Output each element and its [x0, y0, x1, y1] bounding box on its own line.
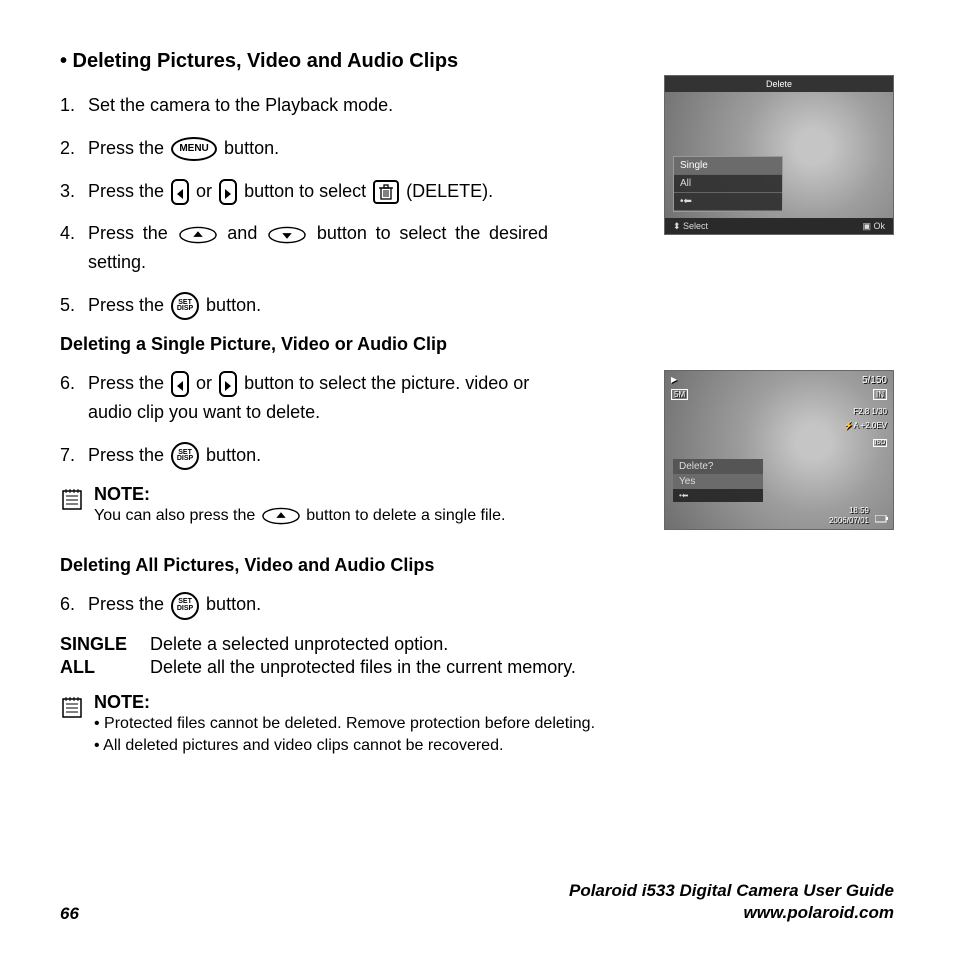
screen-header: Delete — [665, 76, 893, 92]
step-number: 3. — [60, 177, 88, 206]
confirm-dots: •⬅ — [673, 489, 763, 502]
set-disp-button-icon: SETDISP — [171, 592, 199, 620]
footer-url: www.polaroid.com — [569, 902, 894, 924]
camera-screen-delete-menu: Delete Single All •⬅ ⬍ Select ▣ Ok — [664, 75, 894, 235]
menu-item-all: All — [674, 175, 782, 193]
step-text: Press the or button to select the pictur… — [88, 369, 548, 427]
step-text: Press the SETDISP button. — [88, 441, 548, 470]
step-number: 6. — [60, 590, 88, 619]
confirm-yes: Yes — [673, 474, 763, 489]
time-label: 18:59 — [849, 506, 869, 515]
step-item: 5.Press the SETDISP button. — [60, 291, 894, 320]
playback-icon: ▶ — [671, 375, 677, 384]
menu-button-icon: MENU — [171, 137, 217, 161]
right-nav-icon — [219, 371, 237, 397]
battery-icon — [875, 515, 889, 525]
resolution-badge: 5M — [671, 389, 688, 400]
note-bullets: Protected files cannot be deleted. Remov… — [94, 713, 894, 758]
definition-label: ALL — [60, 657, 150, 678]
confirm-header: Delete? — [673, 459, 763, 474]
footer-ok: ▣ Ok — [862, 218, 885, 234]
menu-item-single: Single — [674, 157, 782, 175]
aperture-shutter: F2.8 1/30 — [853, 407, 887, 416]
note-bullet: Protected files cannot be deleted. Remov… — [94, 713, 894, 735]
page-number: 66 — [60, 904, 79, 924]
subheading-all: Deleting All Pictures, Video and Audio C… — [60, 555, 894, 576]
in-badge: IN — [873, 389, 887, 400]
definition-row: SINGLEDelete a selected unprotected opti… — [60, 634, 894, 655]
step-number: 6. — [60, 369, 88, 398]
image-counter: 5/150 — [862, 375, 887, 386]
note-bullet: All deleted pictures and video clips can… — [94, 735, 894, 757]
notepad-icon — [60, 695, 84, 758]
ev-value: ⚡A +2.0EV — [843, 421, 887, 430]
step-number: 7. — [60, 441, 88, 470]
note-protected: NOTE: Protected files cannot be deleted.… — [60, 692, 894, 758]
step-text: Press the or button to select (DELETE). — [88, 177, 548, 206]
screen-delete-menu: Single All •⬅ — [673, 156, 783, 212]
step-text: Press the and button to select the desir… — [88, 219, 548, 277]
definition-desc: Delete all the unprotected files in the … — [150, 657, 894, 678]
iso-badge: ISO — [873, 439, 887, 447]
step-text: Press the SETDISP button. — [88, 291, 548, 320]
trash-icon — [373, 180, 399, 204]
main-title: • Deleting Pictures, Video and Audio Cli… — [60, 50, 894, 73]
all-steps: 6.Press the SETDISP button. — [60, 590, 894, 619]
definition-row: ALLDelete all the unprotected files in t… — [60, 657, 894, 678]
footer-text: Polaroid i533 Digital Camera User Guide … — [569, 880, 894, 924]
page-footer: 66 Polaroid i533 Digital Camera User Gui… — [60, 880, 894, 924]
step-number: 4. — [60, 219, 88, 248]
camera-screen-delete-confirm: ▶ 5M 5/150 IN F2.8 1/30 ⚡A +2.0EV ISO De… — [664, 370, 894, 530]
step-number: 5. — [60, 291, 88, 320]
up-button-icon — [179, 226, 217, 244]
footer-select: ⬍ Select — [673, 218, 708, 234]
screen-confirm-menu: Delete? Yes •⬅ — [673, 459, 763, 502]
screen-footer: ⬍ Select ▣ Ok — [665, 218, 893, 234]
step-item: 6.Press the SETDISP button. — [60, 590, 894, 619]
step-text: Set the camera to the Playback mode. — [88, 91, 548, 120]
left-nav-icon — [171, 371, 189, 397]
note-title: NOTE: — [94, 692, 894, 713]
page-content: • Deleting Pictures, Video and Audio Cli… — [60, 50, 894, 758]
step-text: Press the MENU button. — [88, 134, 548, 163]
definition-desc: Delete a selected unprotected option. — [150, 634, 894, 655]
definition-label: SINGLE — [60, 634, 150, 655]
step-text: Press the SETDISP button. — [88, 590, 788, 619]
down-button-icon — [268, 226, 306, 244]
notepad-icon — [60, 487, 84, 527]
step-number: 1. — [60, 91, 88, 120]
up-button-icon — [262, 507, 300, 525]
step-number: 2. — [60, 134, 88, 163]
footer-guide-title: Polaroid i533 Digital Camera User Guide — [569, 880, 894, 902]
left-nav-icon — [171, 179, 189, 205]
menu-dots: •⬅ — [674, 193, 782, 211]
right-nav-icon — [219, 179, 237, 205]
set-disp-button-icon: SETDISP — [171, 442, 199, 470]
definitions-table: SINGLEDelete a selected unprotected opti… — [60, 634, 894, 678]
set-disp-button-icon: SETDISP — [171, 292, 199, 320]
subheading-single: Deleting a Single Picture, Video or Audi… — [60, 334, 894, 355]
date-label: 2006/07/01 — [829, 516, 869, 525]
